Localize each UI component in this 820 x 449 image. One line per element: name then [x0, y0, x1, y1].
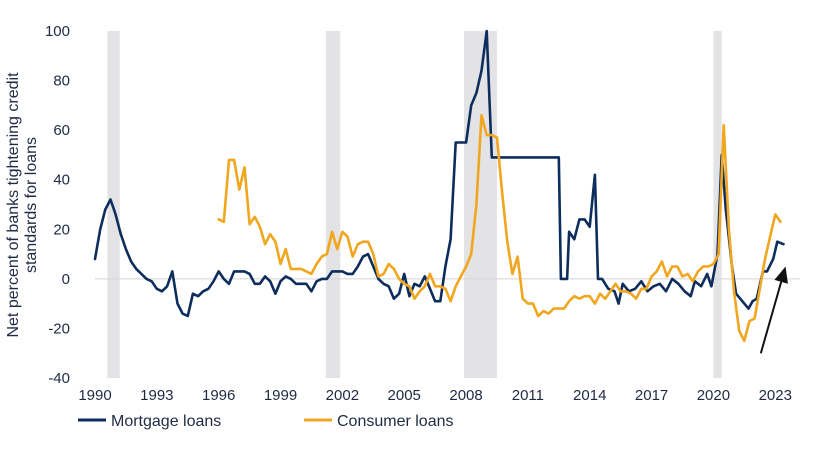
trend-arrow-shaft: [759, 281, 783, 354]
y-tick-label: -40: [48, 370, 70, 387]
y-axis-title: Net percent of banks tightening creditst…: [5, 72, 40, 338]
series-line-consumer-loans: [217, 114, 782, 343]
x-tick-label: 2008: [449, 387, 482, 404]
x-tick-label: 1999: [264, 387, 297, 404]
x-tick-label: 2011: [512, 387, 544, 404]
recession-band-3: [463, 31, 497, 378]
y-tick-label: 0: [62, 271, 70, 288]
x-tick-label: 2023: [759, 387, 792, 404]
recession-band-4: [713, 31, 722, 378]
y-tick-label: 80: [53, 73, 70, 90]
legend-label-mortgage-loans: Mortgage loans: [111, 413, 221, 430]
x-tick-label: 2017: [635, 387, 668, 404]
x-axis-ticks: 1990 1993 1996 1999 2002 2005 2008 2011 2014 2017…: [78, 387, 792, 404]
x-tick-label: 2002: [326, 387, 359, 404]
y-tick-label: 60: [53, 122, 70, 139]
y-axis-title-line: Net percent of banks tightening credit: [5, 72, 22, 338]
y-axis-ticks: -40 -20 0 20 40 60 80 100: [45, 23, 70, 387]
y-tick-label: -20: [48, 320, 70, 337]
trend-arrow-head: [774, 266, 788, 284]
x-tick-label: 2005: [388, 387, 421, 404]
y-axis-title-text: Net percent of banks tightening creditst…: [5, 72, 40, 338]
x-tick-label: 2020: [697, 387, 730, 404]
legend: Mortgage loans Consumer loans: [78, 413, 454, 430]
recession-bands: [107, 31, 722, 378]
x-tick-label: 1996: [202, 387, 235, 404]
x-tick-label: 1990: [78, 387, 111, 404]
annotation-group: [759, 266, 788, 354]
series-line-mortgage-loans: [93, 29, 785, 318]
series-lines: [93, 29, 785, 343]
recession-band-2: [325, 31, 341, 378]
y-axis-title-line: standards for loans: [23, 137, 40, 273]
y-tick-label: 100: [45, 23, 70, 40]
y-tick-label: 20: [53, 221, 70, 238]
x-tick-label: 1993: [140, 387, 173, 404]
y-tick-label: 40: [53, 172, 70, 189]
legend-label-consumer-loans: Consumer loans: [337, 413, 454, 430]
x-tick-label: 2014: [573, 387, 606, 404]
